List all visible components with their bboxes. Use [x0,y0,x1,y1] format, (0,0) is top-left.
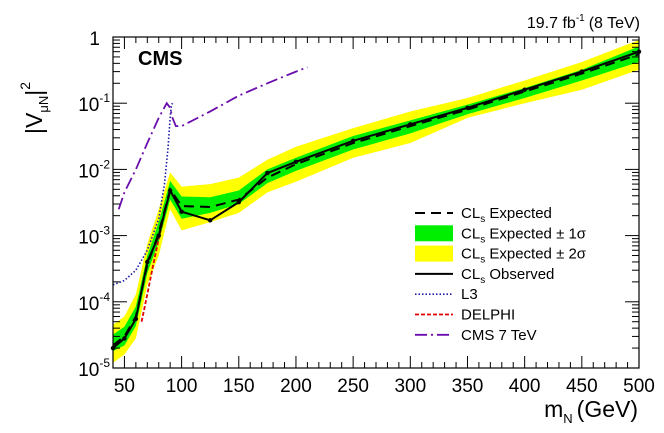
limit-curves [110,49,642,351]
x-tick-label: 400 [509,376,541,397]
observed-point [236,199,241,205]
observed-markers [110,49,642,351]
observed-point [156,233,161,238]
legend-entry-obs: CLs Observed [415,266,554,286]
y-axis-label: |VμN|2 [17,82,51,134]
observed-point [350,138,356,144]
x-tick-label: 150 [223,376,255,397]
legend-entry-cms7: CMS 7 TeV [415,327,537,344]
observed-point [207,218,213,223]
expected-1sigma-band [113,46,639,352]
y-tick-label: 10-3 [78,224,110,249]
x-axis-ticks: 50 100 150 200 250 300 350 400 450 500 [112,37,655,397]
x-axis-label: mN (GeV) [544,396,638,426]
legend-label: CLs Observed [461,266,554,286]
observed-point [167,188,173,193]
legend-entry-l3: L3 [415,286,478,303]
uncertainty-bands [113,40,639,363]
legend-label: CLs Expected ± 1σ [461,225,587,245]
x-tick-label: 50 [114,376,135,397]
x-tick-label: 200 [280,376,312,397]
luminosity-label: 19.7 fb-1 (8 TeV) [527,13,640,32]
observed-point [265,170,270,176]
observed-point [145,259,150,265]
legend-label: CLs Expected ± 2σ [461,246,587,266]
observed-point [179,209,184,214]
l3-curve [112,102,174,286]
legend-entry-exp: CLs Expected [415,205,552,225]
x-tick-label: 100 [166,376,198,397]
y-axis-ticks: 1 10-1 10-2 10-3 10-4 10-5 [78,29,639,381]
experiment-label: CMS [138,48,182,70]
x-tick-label: 250 [337,376,369,397]
legend-label: CLs Expected [461,205,552,225]
y-tick-label: 1 [89,29,100,50]
y-tick-label: 10-4 [78,290,110,315]
legend-entry-exp2: CLs Expected ± 2σ [415,245,587,266]
delphi-curve [140,192,172,322]
observed-point [465,105,470,111]
y-tick-label: 10-1 [78,91,110,116]
observed-point [522,87,527,92]
observed-point [408,122,413,127]
x-tick-label: 350 [452,376,484,397]
observed-point [579,69,585,74]
x-tick-label: 500 [623,376,655,397]
y-tick-label: 10-5 [78,356,110,381]
legend-label: CMS 7 TeV [461,327,537,344]
x-tick-label: 300 [394,376,426,397]
legend-swatch [415,225,453,242]
legend-swatch [415,245,453,262]
observed-point [293,159,299,165]
cms-7tev-curve [117,66,308,210]
x-tick-label: 450 [566,376,598,397]
svg-text:|VμN|2: |VμN|2 [17,82,51,134]
legend-entry-delphi: DELPHI [415,307,515,324]
legend-entry-exp1: CLs Expected ± 1σ [415,225,587,245]
observed-point [122,336,127,341]
legend-label: L3 [461,286,478,303]
y-tick-label: 10-2 [78,157,110,182]
legend-label: DELPHI [461,307,515,324]
observed-point [133,316,139,322]
